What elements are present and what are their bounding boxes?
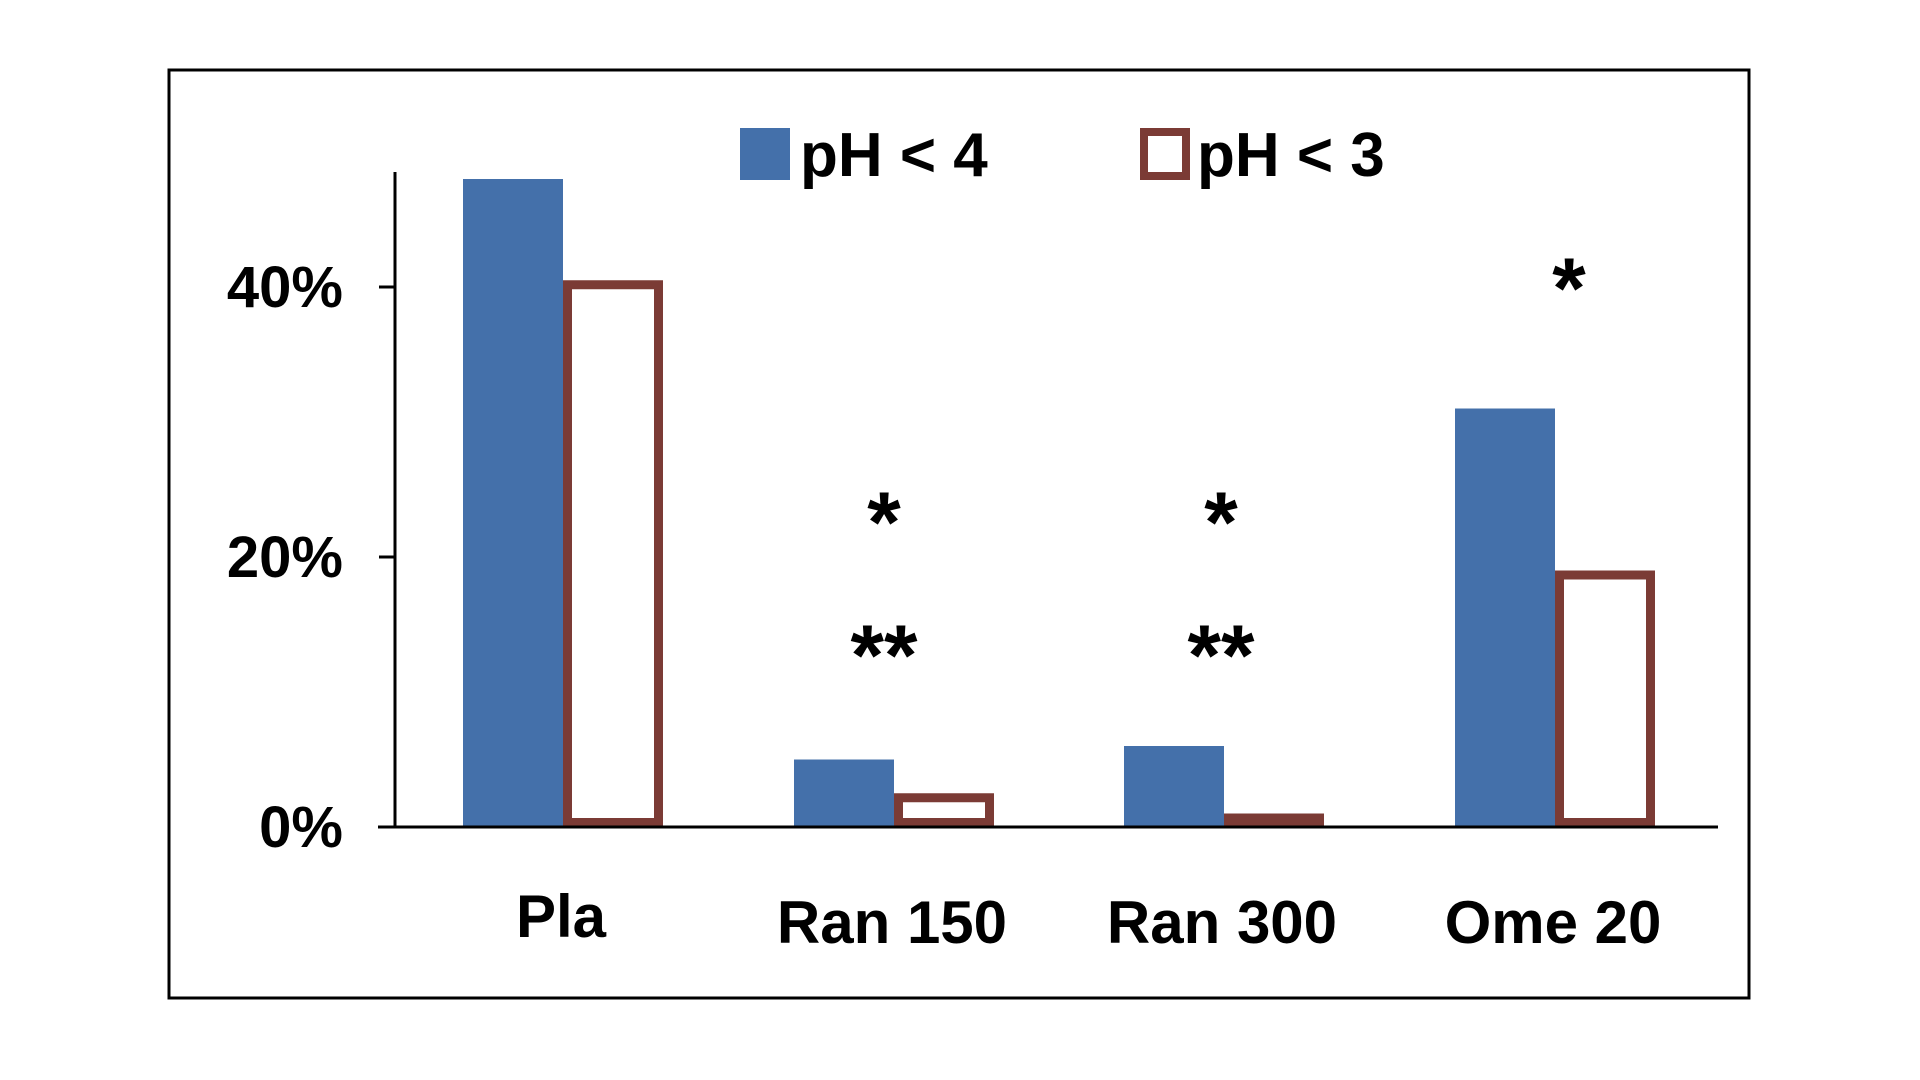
x-category-label: Ome 20 xyxy=(1445,889,1662,956)
significance-annotation: * xyxy=(867,475,901,571)
x-category-label: Ran 300 xyxy=(1107,889,1337,956)
bar-2-2 xyxy=(894,793,994,827)
y-tick-label: 40% xyxy=(227,255,343,320)
y-tick-label: 20% xyxy=(227,525,343,590)
significance-annotation: * xyxy=(1552,241,1586,337)
bar-1-4 xyxy=(1455,408,1555,827)
x-category-label: Pla xyxy=(516,883,607,950)
legend: pH < 4 pH < 3 xyxy=(740,121,1385,190)
legend-label-1: pH < 4 xyxy=(800,121,988,190)
legend-swatch-1 xyxy=(740,128,790,180)
annotations: ******* xyxy=(851,241,1587,704)
significance-annotation: ** xyxy=(1188,608,1255,704)
significance-annotation: * xyxy=(1204,475,1238,571)
bars xyxy=(463,179,1655,827)
y-tick-label: 0% xyxy=(259,795,343,860)
bar-2-3 xyxy=(1224,813,1324,827)
bar-1-2 xyxy=(794,759,894,827)
y-axis: 0% 20% 40% xyxy=(227,172,397,860)
x-axis: Pla Ran 150 Ran 300 Ome 20 xyxy=(378,825,1718,956)
bar-1-1 xyxy=(463,179,563,827)
bar-2-4 xyxy=(1555,570,1655,827)
legend-swatch-2 xyxy=(1140,128,1190,180)
significance-annotation: ** xyxy=(851,608,918,704)
legend-label-2: pH < 3 xyxy=(1197,121,1385,190)
bar-2-1 xyxy=(563,280,663,827)
x-category-label: Ran 150 xyxy=(777,889,1007,956)
bar-1-3 xyxy=(1124,746,1224,827)
